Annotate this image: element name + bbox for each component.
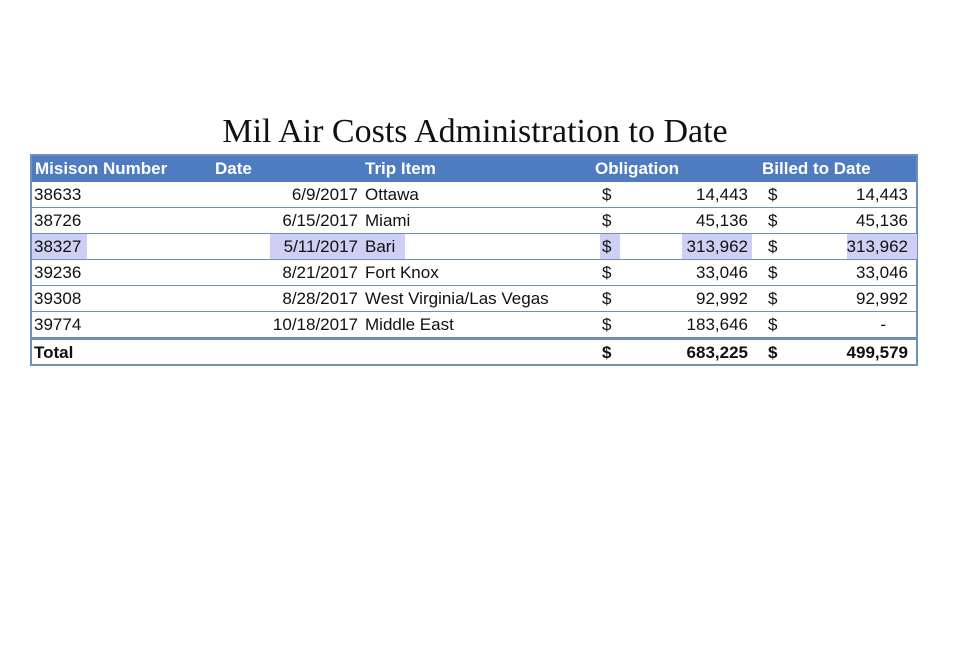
date-cell: 8/21/2017 <box>282 263 358 282</box>
header-trip-item: Trip Item <box>365 159 436 178</box>
selection-highlight <box>682 234 752 259</box>
obligation-cell: 183,646 <box>686 315 748 334</box>
header-mission-number: Misison Number <box>35 159 168 178</box>
table-row: 38633 6/9/2017 Ottawa $ 14,443 $ 14,443 <box>32 182 916 208</box>
trip-item-cell: Miami <box>365 211 411 230</box>
obligation-currency-symbol: $ <box>602 185 612 204</box>
obligation-cell: 313,962 <box>686 237 748 256</box>
obligation-currency-symbol: $ <box>602 315 612 334</box>
mission-number-cell: 38726 <box>34 211 82 230</box>
trip-item-cell: Bari <box>365 237 396 256</box>
trip-item-cell: Fort Knox <box>365 263 439 282</box>
billed-currency-symbol: $ <box>768 185 778 204</box>
billed-cell: 45,136 <box>856 211 908 230</box>
trip-item-cell: Ottawa <box>365 185 419 204</box>
obligation-cell: 45,136 <box>696 211 748 230</box>
total-billed-currency-symbol: $ <box>768 343 778 362</box>
selection-highlight <box>847 234 917 259</box>
billed-currency-symbol: $ <box>768 289 778 308</box>
total-billed: 499,579 <box>846 343 908 362</box>
table-row: 39236 8/21/2017 Fort Knox $ 33,046 $ 33,… <box>32 260 916 286</box>
billed-cell: 14,443 <box>856 185 908 204</box>
date-cell: 8/28/2017 <box>282 289 358 308</box>
table-header-row: Misison Number Date Trip Item Obligation… <box>32 156 916 182</box>
table-row: 39774 10/18/2017 Middle East $ 183,646 $… <box>32 312 916 338</box>
date-cell: 6/15/2017 <box>282 211 358 230</box>
billed-cell: 33,046 <box>856 263 908 282</box>
date-cell: 6/9/2017 <box>291 185 358 204</box>
total-row: Total $ 683,225 $ 499,579 <box>32 338 916 364</box>
billed-cell: - <box>880 315 886 334</box>
total-label: Total <box>34 343 74 362</box>
obligation-cell: 14,443 <box>696 185 748 204</box>
selection-highlight <box>270 234 405 259</box>
document-title: Mil Air Costs Administration to Date <box>222 113 728 150</box>
table-row: 38726 6/15/2017 Miami $ 45,136 $ 45,136 <box>32 208 916 234</box>
cost-table: Misison Number Date Trip Item Obligation… <box>30 154 918 366</box>
obligation-currency-symbol: $ <box>602 211 612 230</box>
mission-number-cell: 38633 <box>34 185 82 204</box>
mission-number-cell: 39308 <box>34 289 82 308</box>
total-obligation: 683,225 <box>686 343 748 362</box>
billed-currency-symbol: $ <box>768 315 778 334</box>
billed-cell: 92,992 <box>856 289 908 308</box>
mission-number-cell: 38327 <box>34 237 82 256</box>
total-obligation-currency-symbol: $ <box>602 343 612 362</box>
obligation-cell: 92,992 <box>696 289 748 308</box>
header-billed-to-date: Billed to Date <box>762 159 871 178</box>
billed-cell: 313,962 <box>846 237 908 256</box>
mission-number-cell: 39774 <box>34 315 82 334</box>
obligation-currency-symbol: $ <box>602 289 612 308</box>
selection-highlight <box>600 234 620 259</box>
trip-item-cell: West Virginia/Las Vegas <box>365 289 549 308</box>
header-obligation: Obligation <box>595 159 680 178</box>
selection-highlight <box>32 234 87 259</box>
table-row-highlighted: 38327 5/11/2017 Bari $ 313,962 $ 313,962 <box>32 234 917 260</box>
obligation-cell: 33,046 <box>696 263 748 282</box>
date-cell: 10/18/2017 <box>272 315 358 334</box>
obligation-currency-symbol: $ <box>602 263 612 282</box>
billed-currency-symbol: $ <box>768 211 778 230</box>
table-row: 39308 8/28/2017 West Virginia/Las Vegas … <box>32 286 916 312</box>
header-date: Date <box>215 159 252 178</box>
obligation-currency-symbol: $ <box>602 237 612 256</box>
trip-item-cell: Middle East <box>365 315 454 334</box>
billed-currency-symbol: $ <box>768 263 778 282</box>
mission-number-cell: 39236 <box>34 263 82 282</box>
billed-currency-symbol: $ <box>768 237 778 256</box>
date-cell: 5/11/2017 <box>283 237 358 256</box>
